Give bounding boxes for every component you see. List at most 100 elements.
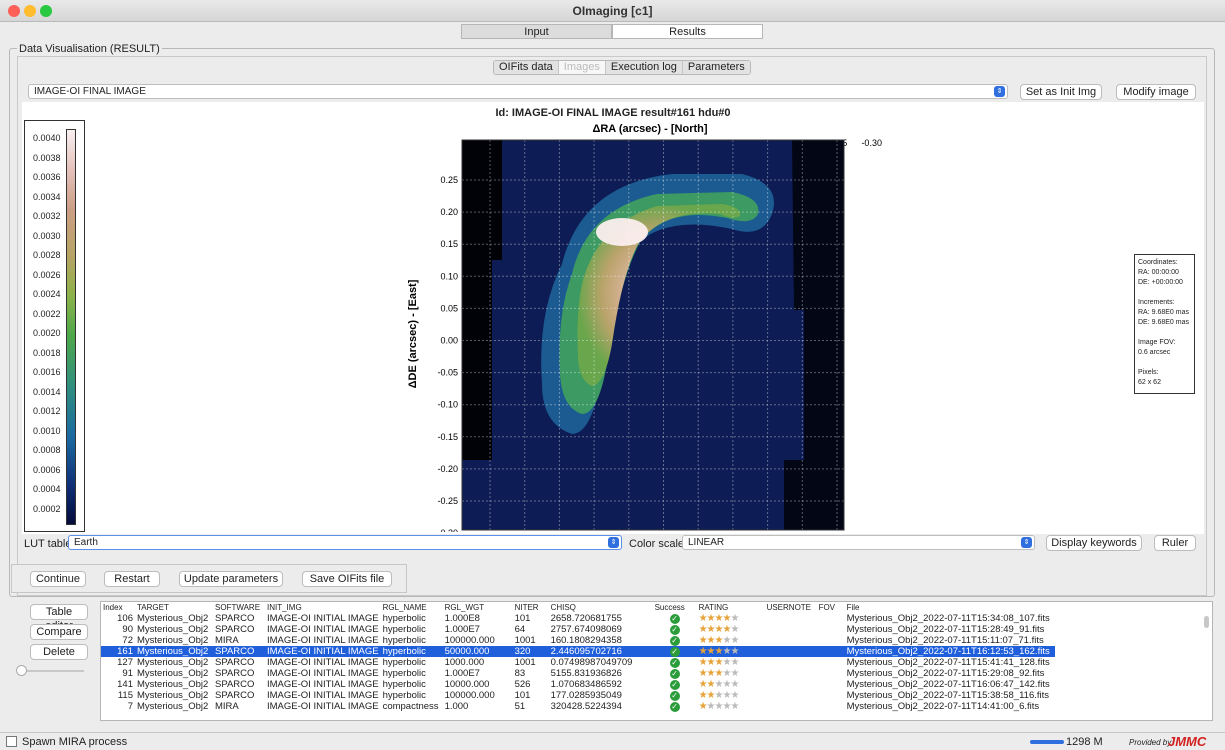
table-cell: 72 (122, 635, 133, 646)
table-cell: 161 (101, 646, 135, 657)
colorbar-tick: 0.0032 (33, 211, 61, 221)
column-header[interactable]: TARGET (137, 603, 169, 612)
table-cell (817, 668, 845, 679)
table-row[interactable]: 161 Mysterious_Obj2 SPARCO IMAGE-OI INITIAL… (101, 646, 1055, 657)
table-row[interactable]: 106 Mysterious_Obj2 SPARCO IMAGE-OI INITIAL… (101, 613, 1055, 624)
table-row[interactable]: 91 Mysterious_Obj2 SPARCO IMAGE-OI INITIAL … (101, 668, 1055, 679)
column-header[interactable]: Success (654, 603, 685, 612)
color-scale-label: Color scale (629, 538, 685, 550)
colorbar-tick: 0.0028 (33, 250, 61, 260)
x-axis-title: ΔRA (arcsec) - [North] (592, 123, 707, 135)
table-row[interactable]: 127 Mysterious_Obj2 SPARCO IMAGE-OI INITIAL… (101, 657, 1055, 668)
table-editor-button[interactable]: Table editor (30, 604, 88, 632)
table-cell: IMAGE-OI INITIAL IMAGE (267, 690, 379, 701)
table-cell: Mysterious_Obj2_2022-07-11T15:41:41_128.… (846, 657, 1050, 668)
table-row[interactable]: 141 Mysterious_Obj2 SPARCO IMAGE-OI INITIAL… (101, 679, 1055, 690)
y-tick-label: -0.20 (437, 464, 458, 474)
color-scale-select[interactable]: LINEAR ⇕ (682, 535, 1035, 550)
table-row[interactable]: 7 Mysterious_Obj2 MIRA IMAGE-OI INITIAL IMA… (101, 701, 1055, 712)
column-header[interactable]: SOFTWARE (215, 603, 261, 612)
table-cell (817, 613, 845, 624)
table-cell: 141 (117, 679, 133, 690)
slider-thumb[interactable] (16, 665, 27, 676)
table-cell: 0.07498987049709 (550, 657, 633, 668)
rating-stars: ★★★★★ (696, 646, 765, 657)
color-scale-value: LINEAR (688, 537, 725, 548)
continue-button[interactable]: Continue (30, 571, 86, 587)
success-icon: ✓ (669, 658, 680, 668)
tab-input[interactable]: Input (461, 24, 612, 39)
zoom-icon[interactable] (40, 5, 52, 17)
image-select[interactable]: IMAGE-OI FINAL IMAGE ⇕ (28, 84, 1008, 99)
display-keywords-button[interactable]: Display keywords (1046, 535, 1142, 551)
table-row[interactable]: 90 Mysterious_Obj2 SPARCO IMAGE-OI INITIAL … (101, 624, 1055, 635)
table-row[interactable]: 72 Mysterious_Obj2 MIRA IMAGE-OI INITIAL IM… (101, 635, 1055, 646)
tab-results[interactable]: Results (612, 24, 763, 39)
process-icon (6, 736, 17, 747)
colorbar-tick: 0.0010 (33, 425, 61, 436)
table-cell: 2.446095702716 (548, 646, 653, 657)
minimize-icon[interactable] (24, 5, 36, 17)
lut-select[interactable]: Earth ⇕ (68, 535, 622, 550)
dark-region-right (784, 140, 844, 530)
slider-track (20, 670, 84, 672)
update-parameters-button[interactable]: Update parameters (179, 571, 283, 587)
lut-value: Earth (74, 537, 98, 548)
table-cell: 1.000 (444, 701, 469, 712)
success-icon: ✓ (669, 625, 680, 635)
tab-oifits-data[interactable]: OIFits data (494, 61, 559, 74)
column-header[interactable]: RGL_WGT (444, 603, 485, 612)
delete-button[interactable]: Delete (30, 644, 88, 660)
colorbar-tick: 0.0012 (33, 406, 61, 416)
column-header[interactable]: CHISQ (550, 603, 576, 612)
table-cell: 10000.000 (444, 679, 490, 690)
jmmc-logo: JMMC (1168, 734, 1207, 749)
column-header[interactable]: FOV (818, 603, 836, 612)
table-cell: 177.0285935049 (550, 690, 622, 701)
table-scrollbar[interactable] (1204, 616, 1209, 628)
window-title: OImaging [c1] (572, 4, 653, 18)
table-cell: Mysterious_Obj2_2022-07-11T16:12:53_162.… (844, 646, 1055, 657)
compare-button[interactable]: Compare (30, 624, 88, 640)
colorbar-tick: 0.0038 (33, 152, 61, 163)
close-icon[interactable] (8, 5, 20, 17)
provided-by-text: Provided by (1129, 738, 1172, 747)
rating-stars: ★★★★★ (698, 679, 740, 690)
image-plot: ΔRA (arcsec) - [North] 0.25 0.20 0.15 0.10 0… (407, 123, 882, 532)
table-cell (817, 624, 845, 635)
table-cell (816, 646, 845, 657)
y-tick-label: 0.15 (440, 239, 458, 249)
table-cell: Mysterious_Obj2 (137, 679, 209, 690)
y-tick-label: -0.10 (437, 400, 458, 410)
table-cell: 7 (127, 701, 133, 712)
table-cell: SPARCO (215, 657, 255, 668)
success-icon: ✓ (669, 669, 680, 679)
table-cell: Mysterious_Obj2 (137, 624, 209, 635)
table-cell: 2658.720681755 (550, 613, 622, 624)
success-icon: ✓ (669, 702, 680, 712)
set-init-image-button[interactable]: Set as Init Img (1020, 84, 1102, 100)
column-header[interactable]: RATING (698, 603, 729, 612)
table-cell: 1.000E7 (444, 624, 480, 635)
table-row[interactable]: 115 Mysterious_Obj2 SPARCO IMAGE-OI INITIAL… (101, 690, 1055, 701)
modify-image-button[interactable]: Modify image (1116, 84, 1196, 100)
tab-execution-log[interactable]: Execution log (605, 61, 683, 74)
column-header[interactable]: USERNOTE (766, 603, 812, 612)
tab-parameters[interactable]: Parameters (682, 61, 750, 74)
table-cell: Mysterious_Obj2_2022-07-11T15:38:58_116.… (846, 690, 1050, 701)
column-header[interactable]: INIT_IMG (267, 603, 302, 612)
restart-button[interactable]: Restart (104, 571, 160, 587)
ruler-button[interactable]: Ruler (1154, 535, 1196, 551)
coordinates-line: 62 x 62 (1138, 379, 1161, 386)
table-cell: 1.000E7 (444, 668, 480, 679)
save-oifits-button[interactable]: Save OIFits file (302, 571, 392, 587)
table-cell (765, 624, 817, 635)
column-header[interactable]: RGL_NAME (382, 603, 427, 612)
column-header[interactable]: NITER (514, 603, 539, 612)
column-header[interactable]: Index (103, 603, 123, 612)
rating-stars: ★★★★★ (698, 668, 740, 679)
rating-stars: ★★★★★ (698, 624, 740, 635)
column-header[interactable]: File (846, 603, 860, 612)
tab-images[interactable]: Images (558, 61, 606, 74)
